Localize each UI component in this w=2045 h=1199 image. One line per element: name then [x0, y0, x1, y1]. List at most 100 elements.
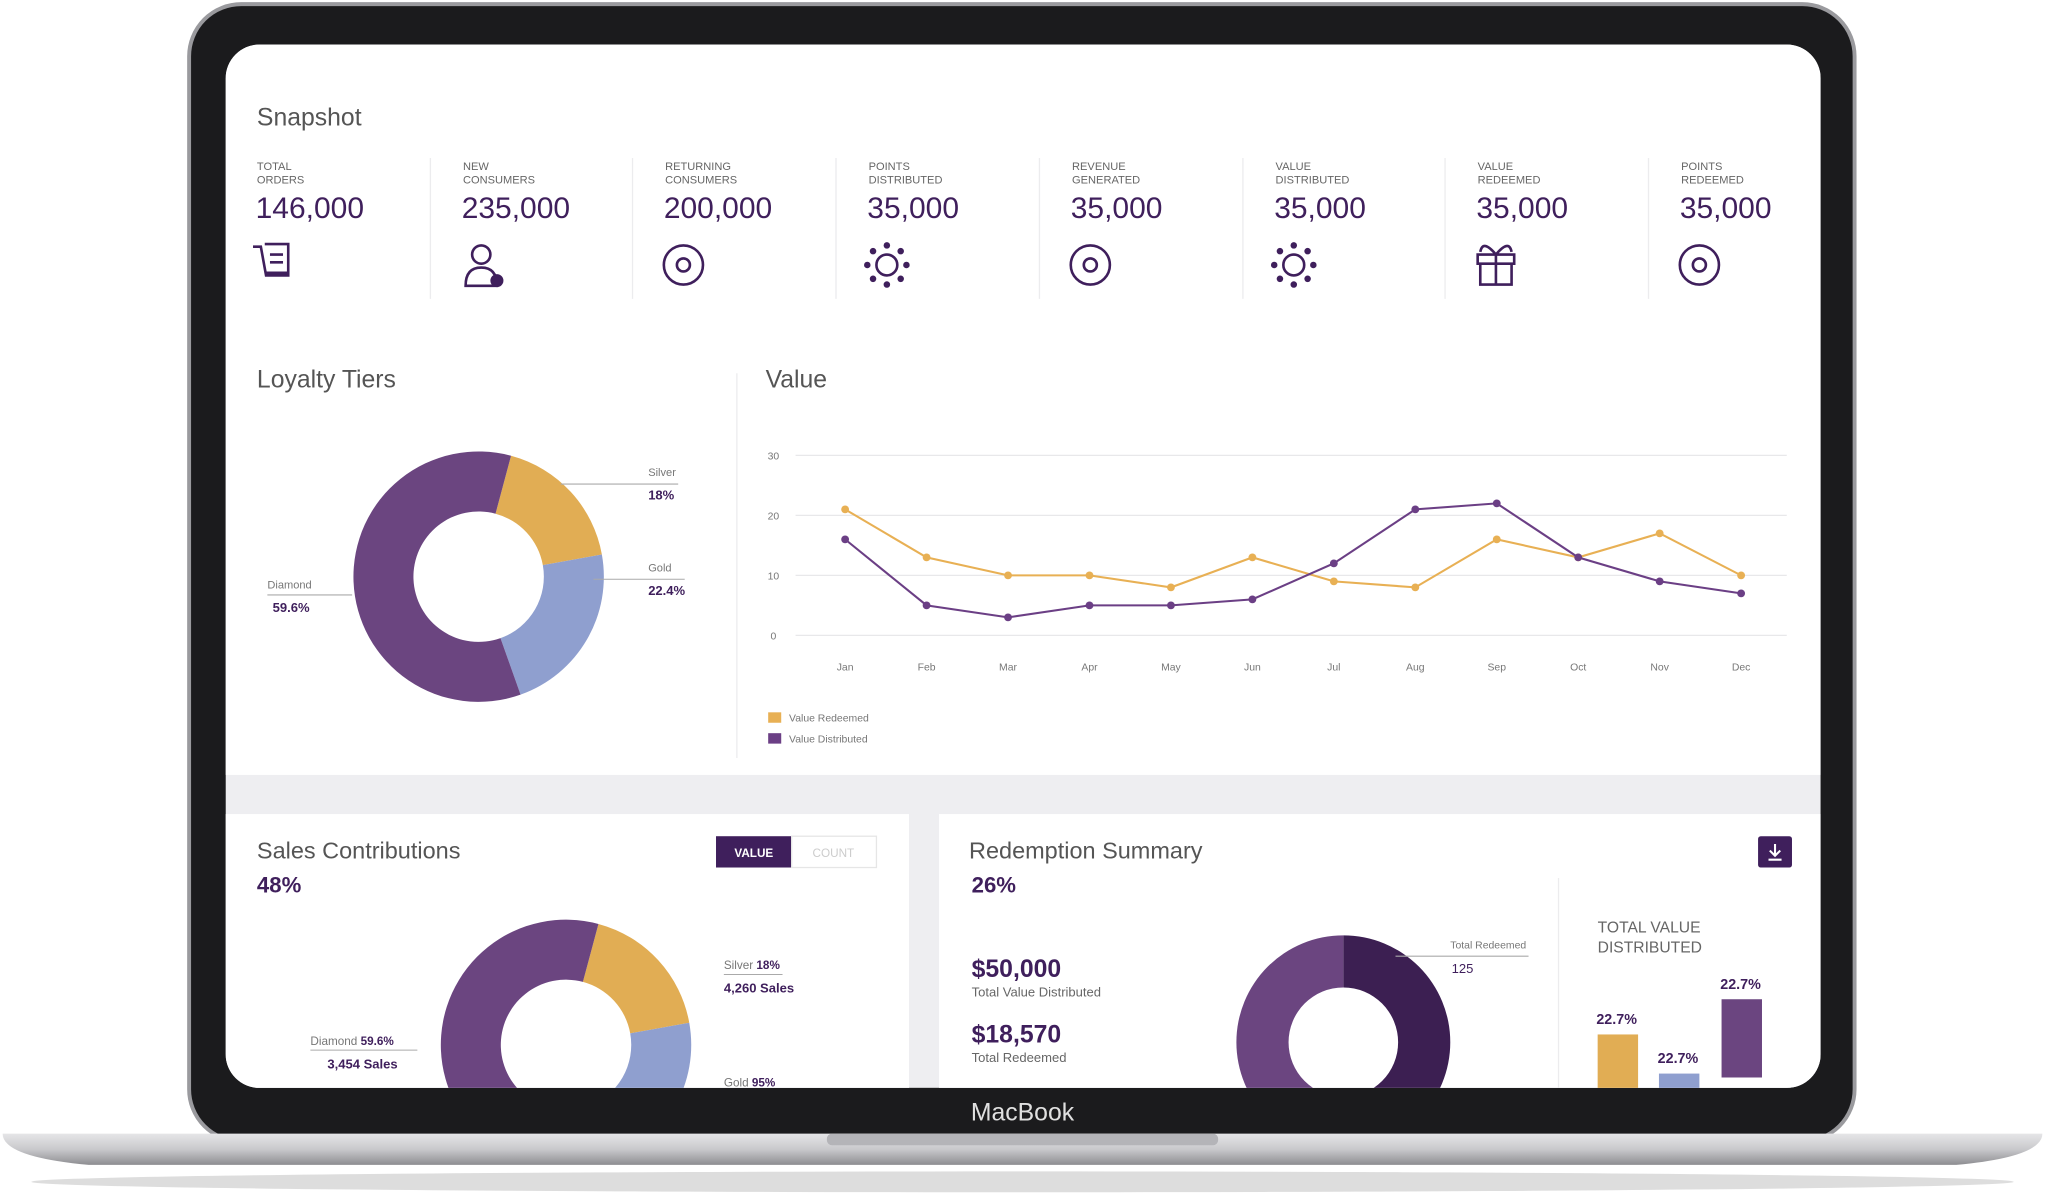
point	[1004, 613, 1012, 622]
kpi-label: GENERATED	[1072, 174, 1140, 186]
kpi-value: 35,000	[1476, 192, 1568, 225]
kpi-value: 146,000	[256, 192, 364, 225]
pie-slice	[500, 554, 604, 695]
kpi-value: 35,000	[1274, 192, 1366, 225]
annotation: Diamond 59.6%	[310, 1035, 394, 1048]
annotation-name: Diamond	[310, 1035, 357, 1048]
kpi-icon	[869, 275, 877, 283]
kpi-icon	[903, 261, 910, 269]
kpi-icon	[1290, 242, 1298, 249]
kpi-icon	[1678, 244, 1721, 286]
point	[1737, 571, 1746, 580]
stat-label: Total Redeemed	[972, 1050, 1067, 1065]
annotation: Silver 18%	[724, 959, 781, 972]
bar-label: 22.7%	[1596, 1012, 1637, 1028]
kpi-icon	[675, 257, 692, 273]
donut-label: Total Redeemed	[1450, 940, 1526, 951]
annotation-sub: 4,260 Sales	[724, 981, 794, 996]
bar-label: 22.7%	[1658, 1051, 1699, 1067]
kpi-percent: 26%	[972, 872, 1017, 897]
bar	[1721, 999, 1762, 1078]
kpi-label: CONSUMERS	[463, 174, 535, 186]
point	[1004, 571, 1012, 580]
pie-slice	[587, 1022, 692, 1088]
point	[1411, 505, 1420, 514]
annotation-pct: 95%	[752, 1077, 776, 1090]
x-tick-label: Jul	[1327, 663, 1340, 674]
kpi-label: DISTRIBUTED	[869, 174, 943, 186]
kpi-label: POINTS	[869, 161, 910, 173]
toggle-value[interactable]	[716, 836, 792, 868]
kpi-label: VALUE	[1478, 161, 1514, 173]
x-tick-label: Aug	[1406, 663, 1425, 674]
point	[1167, 601, 1175, 610]
y-tick-label: 20	[768, 511, 780, 522]
point	[1248, 553, 1257, 562]
kpi-icon	[1069, 244, 1112, 286]
x-tick-label: Dec	[1732, 663, 1751, 674]
point	[1085, 571, 1094, 580]
slice-label: 59.6%	[273, 600, 310, 615]
x-tick-label: Oct	[1570, 663, 1586, 674]
notch	[826, 1133, 1219, 1146]
kpi-label: RETURNING	[665, 161, 731, 173]
annotation-pct: 59.6%	[361, 1035, 395, 1048]
slice-name: Diamond	[267, 579, 311, 591]
kpi-icon	[883, 281, 891, 288]
bar	[1658, 1073, 1700, 1088]
point	[1492, 535, 1501, 544]
x-tick-label: Nov	[1650, 663, 1669, 674]
point	[1085, 601, 1094, 610]
point	[841, 535, 850, 544]
point	[1655, 577, 1664, 586]
section-title: Sales Contributions	[257, 837, 461, 863]
kpi-value: 35,000	[1680, 192, 1772, 225]
x-tick-label: Feb	[918, 663, 936, 674]
screen: SnapshotTOTALORDERS146,000NEWCONSUMERS23…	[225, 44, 1821, 1090]
pie-slice	[495, 455, 602, 566]
kpi-icon	[883, 242, 891, 249]
kpi-icon	[1304, 247, 1311, 255]
donut-value: 125	[1452, 961, 1474, 976]
point	[922, 601, 931, 610]
toggle-count[interactable]	[791, 835, 878, 869]
bars-title: DISTRIBUTED	[1598, 939, 1702, 956]
stat-label: Total Value Distributed	[972, 985, 1101, 1000]
kpi-value: 200,000	[664, 192, 772, 225]
pie-slice	[582, 923, 690, 1034]
download-icon	[1768, 844, 1782, 861]
kpi-label: DISTRIBUTED	[1276, 174, 1350, 186]
bar-label: 22.7%	[1720, 977, 1761, 993]
kpi-icon	[897, 247, 904, 255]
point	[1411, 583, 1420, 592]
slice-name: Silver	[648, 467, 676, 479]
slice-name: Gold	[648, 562, 671, 574]
stat-value: $50,000	[972, 956, 1062, 983]
kpi-icon	[662, 244, 705, 286]
kpi-icon	[1304, 275, 1311, 283]
x-tick-label: Apr	[1081, 663, 1098, 674]
y-tick-label: 30	[768, 451, 780, 462]
donut-slice	[1343, 935, 1451, 1088]
kpi-icon	[490, 274, 504, 288]
kpi-label: REDEEMED	[1681, 174, 1744, 186]
kpi-label: CONSUMERS	[665, 174, 737, 186]
kpi-label: NEW	[463, 161, 489, 173]
kpi-icon	[1270, 261, 1278, 269]
bars-title: TOTAL VALUE	[1598, 920, 1701, 937]
annotation-pct: 18%	[756, 959, 780, 972]
point	[1167, 583, 1175, 592]
point	[841, 505, 850, 514]
point	[1574, 553, 1583, 562]
annotation-name: Silver	[724, 959, 753, 972]
x-tick-label: Mar	[999, 663, 1017, 674]
point	[1737, 589, 1746, 598]
kpi-icon	[1276, 275, 1284, 283]
device-label: MacBook	[971, 1100, 1075, 1127]
kpi-icon	[875, 253, 899, 277]
point	[1655, 529, 1664, 538]
kpi-label: REVENUE	[1072, 161, 1126, 173]
legend-label: Value Redeemed	[789, 713, 869, 724]
